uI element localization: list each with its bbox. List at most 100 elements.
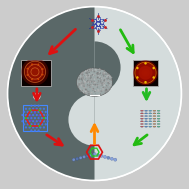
Circle shape (100, 73, 101, 74)
Circle shape (89, 84, 90, 85)
Circle shape (89, 93, 90, 94)
Circle shape (81, 77, 83, 78)
Circle shape (109, 78, 111, 80)
Circle shape (84, 92, 85, 94)
Circle shape (79, 85, 80, 86)
Circle shape (104, 83, 105, 84)
Ellipse shape (149, 126, 152, 127)
Circle shape (89, 94, 90, 95)
Circle shape (90, 86, 91, 88)
Circle shape (103, 74, 104, 75)
Circle shape (27, 111, 29, 113)
Circle shape (90, 78, 91, 79)
Circle shape (37, 117, 40, 119)
Circle shape (86, 90, 88, 91)
Circle shape (77, 86, 79, 88)
Circle shape (97, 87, 98, 88)
Ellipse shape (153, 115, 156, 117)
Circle shape (91, 93, 92, 94)
Circle shape (109, 88, 110, 89)
Circle shape (107, 81, 108, 82)
Circle shape (83, 82, 85, 84)
Circle shape (86, 91, 87, 92)
Circle shape (38, 125, 41, 127)
Circle shape (98, 71, 100, 73)
Circle shape (86, 76, 87, 77)
Circle shape (99, 77, 100, 78)
Circle shape (84, 82, 86, 84)
Circle shape (25, 117, 27, 119)
Circle shape (30, 105, 33, 107)
Circle shape (31, 63, 33, 65)
Circle shape (81, 72, 82, 73)
Circle shape (88, 94, 90, 95)
Circle shape (89, 90, 90, 91)
Circle shape (105, 89, 107, 91)
Ellipse shape (145, 118, 148, 119)
Circle shape (34, 122, 36, 124)
Circle shape (90, 76, 92, 78)
Circle shape (95, 82, 97, 83)
Circle shape (97, 86, 98, 87)
Circle shape (101, 91, 102, 92)
Circle shape (107, 81, 108, 82)
Circle shape (106, 76, 108, 77)
Circle shape (30, 123, 33, 125)
Circle shape (108, 79, 109, 81)
Circle shape (45, 117, 47, 119)
Circle shape (78, 83, 79, 84)
Circle shape (91, 80, 93, 82)
Circle shape (93, 69, 94, 70)
Circle shape (83, 89, 84, 91)
Circle shape (98, 75, 99, 76)
Circle shape (84, 83, 86, 84)
Circle shape (144, 71, 147, 75)
Circle shape (89, 70, 91, 72)
Circle shape (34, 71, 36, 73)
Ellipse shape (149, 123, 152, 125)
Circle shape (28, 108, 31, 110)
Circle shape (79, 76, 80, 77)
Circle shape (78, 77, 79, 78)
Circle shape (97, 84, 98, 85)
Circle shape (28, 126, 31, 129)
Circle shape (81, 76, 83, 78)
Ellipse shape (157, 110, 160, 111)
Circle shape (101, 80, 103, 81)
Circle shape (85, 75, 86, 76)
Circle shape (84, 75, 85, 76)
Circle shape (81, 73, 83, 74)
Circle shape (88, 75, 90, 77)
Circle shape (106, 74, 108, 75)
Circle shape (87, 75, 89, 77)
Circle shape (23, 111, 25, 113)
Polygon shape (76, 157, 79, 160)
Circle shape (90, 70, 92, 72)
Circle shape (94, 82, 96, 83)
Circle shape (38, 120, 40, 121)
Circle shape (87, 91, 89, 93)
Circle shape (101, 83, 102, 84)
Circle shape (99, 84, 101, 85)
Ellipse shape (140, 113, 143, 114)
Circle shape (26, 63, 44, 81)
Circle shape (99, 84, 100, 85)
Circle shape (37, 111, 40, 113)
Circle shape (83, 85, 85, 87)
Circle shape (84, 81, 86, 83)
Circle shape (87, 71, 88, 72)
Circle shape (102, 74, 103, 75)
Circle shape (86, 70, 87, 71)
Circle shape (89, 68, 91, 70)
Circle shape (85, 72, 87, 74)
Circle shape (88, 85, 89, 86)
Circle shape (110, 78, 111, 79)
Circle shape (96, 91, 98, 92)
Circle shape (153, 67, 155, 69)
Circle shape (103, 75, 104, 77)
Circle shape (95, 90, 96, 91)
Circle shape (95, 83, 96, 84)
Circle shape (78, 85, 79, 86)
Circle shape (98, 70, 99, 71)
Circle shape (85, 94, 86, 95)
